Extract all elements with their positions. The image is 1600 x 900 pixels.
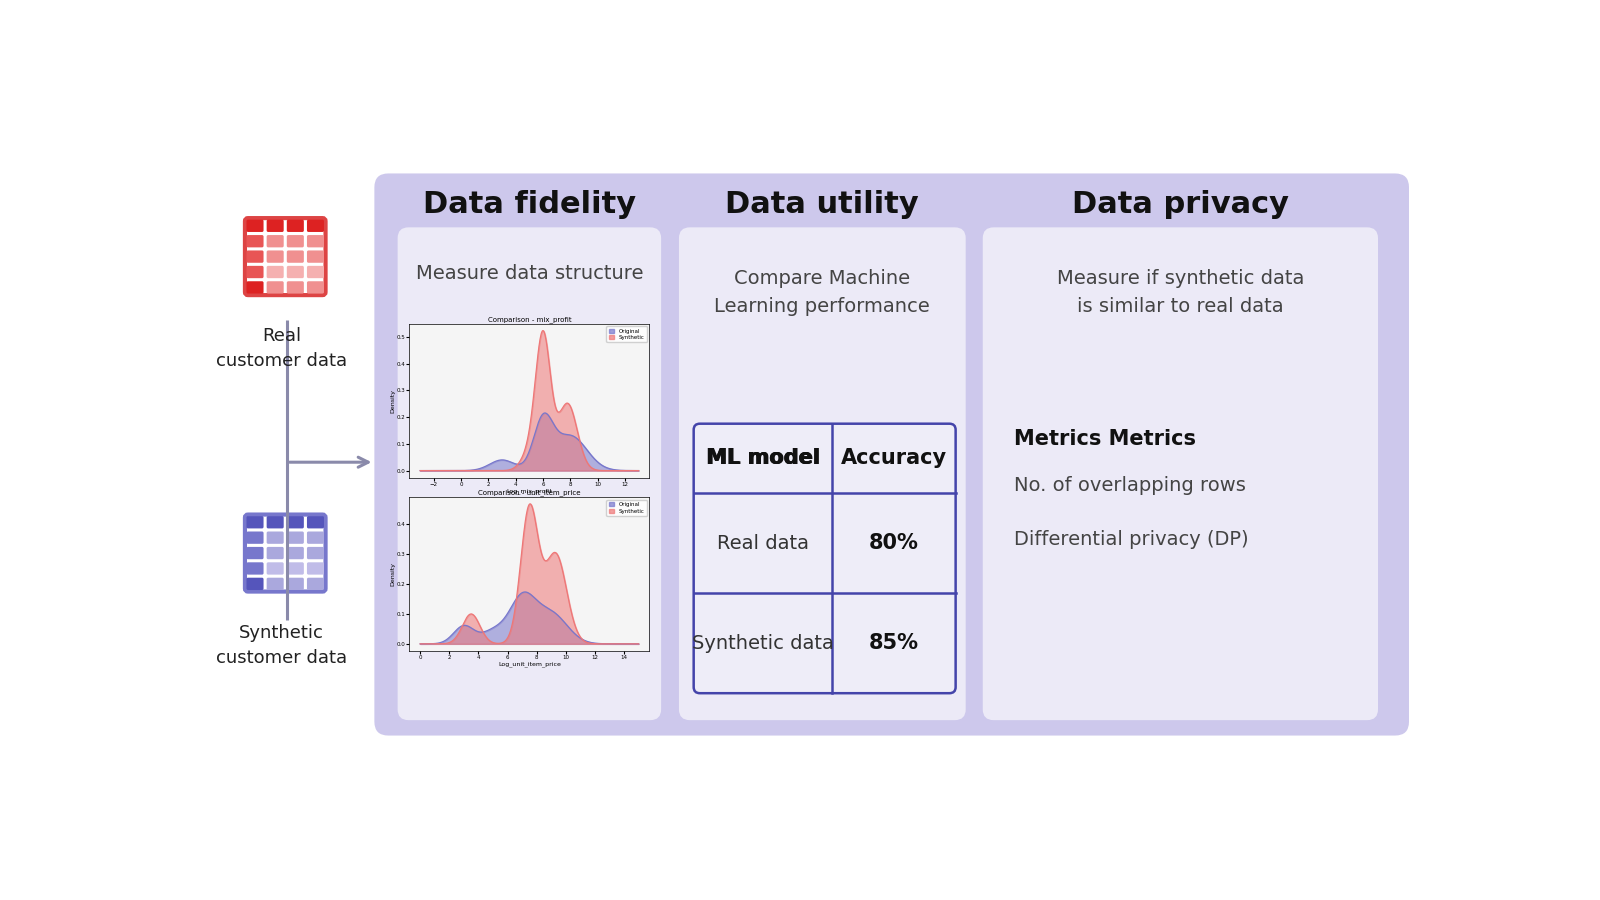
FancyBboxPatch shape (307, 516, 323, 528)
Text: Measure if synthetic data
is similar to real data: Measure if synthetic data is similar to … (1056, 269, 1304, 316)
FancyBboxPatch shape (246, 250, 264, 263)
Text: Compare Machine
Learning performance: Compare Machine Learning performance (715, 269, 930, 316)
FancyBboxPatch shape (267, 235, 283, 248)
Text: ML model: ML model (706, 448, 819, 468)
FancyBboxPatch shape (267, 532, 283, 544)
FancyBboxPatch shape (267, 547, 283, 559)
FancyBboxPatch shape (246, 516, 264, 528)
FancyBboxPatch shape (286, 250, 304, 263)
Text: Real
customer data: Real customer data (216, 328, 347, 371)
FancyBboxPatch shape (307, 578, 323, 590)
FancyBboxPatch shape (246, 547, 264, 559)
FancyBboxPatch shape (267, 250, 283, 263)
Text: Data privacy: Data privacy (1072, 190, 1290, 219)
FancyBboxPatch shape (398, 228, 661, 720)
FancyBboxPatch shape (246, 266, 264, 278)
FancyBboxPatch shape (286, 578, 304, 590)
FancyBboxPatch shape (246, 562, 264, 574)
Title: Comparison - mix_profit: Comparison - mix_profit (488, 316, 571, 322)
FancyBboxPatch shape (307, 562, 323, 574)
FancyBboxPatch shape (267, 266, 283, 278)
FancyBboxPatch shape (286, 516, 304, 528)
FancyBboxPatch shape (267, 281, 283, 293)
FancyBboxPatch shape (307, 250, 323, 263)
Text: Synthetic
customer data: Synthetic customer data (216, 624, 347, 667)
FancyBboxPatch shape (307, 532, 323, 544)
Text: ML model: ML model (707, 448, 821, 468)
Text: 80%: 80% (869, 533, 918, 553)
FancyBboxPatch shape (246, 281, 264, 293)
FancyBboxPatch shape (307, 547, 323, 559)
FancyBboxPatch shape (286, 266, 304, 278)
Text: Measure data structure: Measure data structure (416, 264, 643, 283)
FancyBboxPatch shape (286, 281, 304, 293)
Y-axis label: Density: Density (390, 562, 395, 586)
Text: Metrics Metrics: Metrics Metrics (1014, 429, 1195, 449)
FancyBboxPatch shape (286, 235, 304, 248)
X-axis label: Log_unit_item_price: Log_unit_item_price (498, 662, 562, 667)
FancyBboxPatch shape (267, 578, 283, 590)
Text: Real data: Real data (717, 534, 810, 553)
Legend: Original, Synthetic: Original, Synthetic (606, 327, 646, 343)
FancyBboxPatch shape (307, 281, 323, 293)
FancyBboxPatch shape (678, 228, 966, 720)
Text: Data fidelity: Data fidelity (422, 190, 635, 219)
Legend: Original, Synthetic: Original, Synthetic (606, 500, 646, 516)
FancyBboxPatch shape (246, 532, 264, 544)
Text: Data utility: Data utility (725, 190, 918, 219)
FancyBboxPatch shape (307, 235, 323, 248)
FancyBboxPatch shape (286, 532, 304, 544)
FancyBboxPatch shape (374, 174, 1410, 735)
FancyBboxPatch shape (307, 266, 323, 278)
Y-axis label: Density: Density (390, 389, 395, 412)
Text: Synthetic data: Synthetic data (693, 634, 834, 652)
Text: 85%: 85% (869, 634, 918, 653)
FancyBboxPatch shape (267, 562, 283, 574)
FancyBboxPatch shape (246, 578, 264, 590)
FancyBboxPatch shape (267, 220, 283, 232)
FancyBboxPatch shape (246, 235, 264, 248)
FancyBboxPatch shape (286, 220, 304, 232)
FancyBboxPatch shape (286, 547, 304, 559)
FancyBboxPatch shape (267, 516, 283, 528)
Text: Accuracy: Accuracy (842, 448, 947, 468)
Text: ML model: ML model (706, 448, 819, 468)
X-axis label: Log_mix_profit: Log_mix_profit (507, 488, 552, 494)
FancyBboxPatch shape (694, 424, 955, 693)
FancyBboxPatch shape (307, 220, 323, 232)
FancyBboxPatch shape (982, 228, 1378, 720)
Title: Comparison - unit_item_price: Comparison - unit_item_price (478, 489, 581, 496)
FancyBboxPatch shape (286, 562, 304, 574)
FancyBboxPatch shape (246, 220, 264, 232)
Text: Differential privacy (DP): Differential privacy (DP) (1014, 530, 1248, 549)
Text: No. of overlapping rows: No. of overlapping rows (1014, 476, 1246, 495)
